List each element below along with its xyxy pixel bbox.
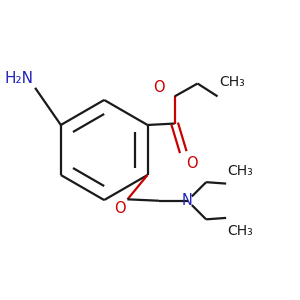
Text: O: O	[153, 80, 165, 95]
Text: CH₃: CH₃	[219, 75, 245, 89]
Text: N: N	[182, 193, 193, 208]
Text: O: O	[186, 156, 198, 171]
Text: H₂N: H₂N	[5, 71, 34, 86]
Text: O: O	[114, 201, 126, 216]
Text: CH₃: CH₃	[228, 164, 253, 178]
Text: CH₃: CH₃	[228, 224, 253, 238]
